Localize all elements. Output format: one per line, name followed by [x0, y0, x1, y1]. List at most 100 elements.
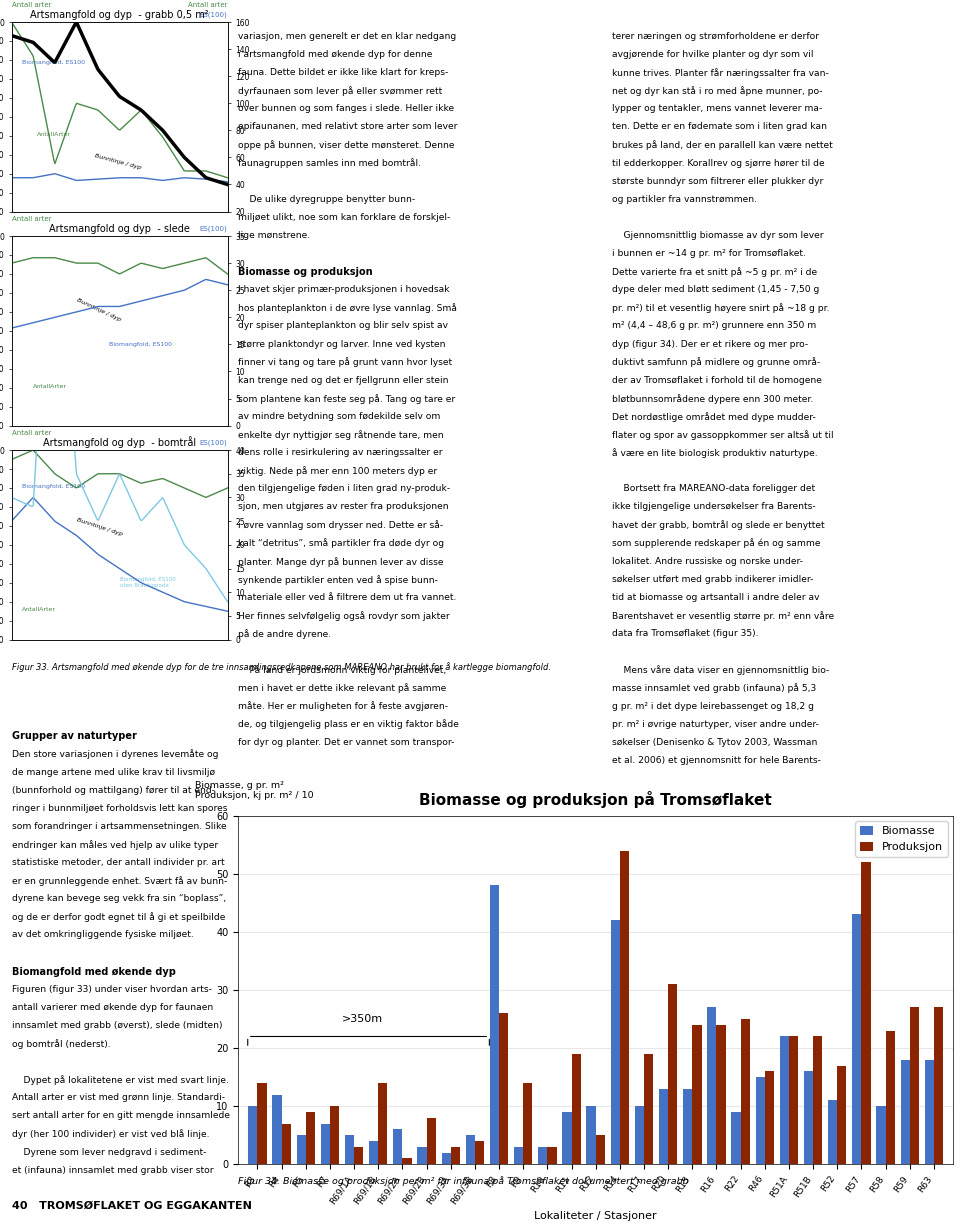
Text: kalt “detritus”, små partikler fra døde dyr og: kalt “detritus”, små partikler fra døde … — [238, 538, 444, 548]
Bar — [249, 1106, 257, 1164]
Bar — [644, 1054, 653, 1164]
Bar — [886, 1031, 895, 1164]
Text: AntallArter: AntallArter — [37, 132, 71, 137]
Bar — [499, 1013, 508, 1164]
Bar — [828, 1101, 837, 1164]
Bar — [321, 1124, 330, 1164]
Text: kunne trives. Planter får næringssalter fra van-: kunne trives. Planter får næringssalter … — [612, 68, 828, 78]
Bar — [378, 1084, 388, 1164]
Text: Figuren (figur 33) under viser hvordan arts-: Figuren (figur 33) under viser hvordan a… — [12, 985, 211, 994]
Text: i artsmangfold med økende dyp for denne: i artsmangfold med økende dyp for denne — [238, 50, 432, 59]
Text: materiale eller ved å filtrere dem ut fra vannet.: materiale eller ved å filtrere dem ut fr… — [238, 593, 456, 602]
Text: AntallArter: AntallArter — [33, 384, 67, 389]
Text: søkelser utført med grabb indikerer imidler-: søkelser utført med grabb indikerer imid… — [612, 575, 813, 583]
Text: dyrfaunaen som lever på eller svømmer rett: dyrfaunaen som lever på eller svømmer re… — [238, 86, 443, 95]
Text: over bunnen og som fanges i slede. Heller ikke: over bunnen og som fanges i slede. Helle… — [238, 104, 454, 114]
Text: Bunntinje / dyp: Bunntinje / dyp — [76, 517, 124, 537]
Text: 40   TROMSØFLAKET OG EGGAKANTEN: 40 TROMSØFLAKET OG EGGAKANTEN — [12, 1201, 252, 1211]
Text: pr. m² i øvrige naturtyper, viser andre under-: pr. m² i øvrige naturtyper, viser andre … — [612, 719, 818, 729]
Text: Antall arter er vist med grønn linje. Standardi-: Antall arter er vist med grønn linje. St… — [12, 1093, 225, 1102]
Text: som plantene kan feste seg på. Tang og tare er: som plantene kan feste seg på. Tang og t… — [238, 394, 455, 404]
Text: synkende partikler enten ved å spise bunn-: synkende partikler enten ved å spise bun… — [238, 575, 438, 585]
Bar — [297, 1135, 305, 1164]
Text: Biomasse, g pr. m²
Produksjon, kj pr. m² / 10: Biomasse, g pr. m² Produksjon, kj pr. m²… — [195, 781, 314, 800]
Text: Bortsett fra MAREANO-data foreligger det: Bortsett fra MAREANO-data foreligger det — [612, 484, 815, 493]
Bar — [813, 1037, 823, 1164]
Text: Dette varierte fra et snitt på ~5 g pr. m² i de: Dette varierte fra et snitt på ~5 g pr. … — [612, 267, 817, 276]
Bar — [281, 1124, 291, 1164]
Bar — [732, 1112, 741, 1164]
Text: pr. m²) til et vesentlig høyere snirt på ~18 g pr.: pr. m²) til et vesentlig høyere snirt på… — [612, 303, 829, 313]
Bar — [426, 1118, 436, 1164]
Text: Biomangfold, ES100: Biomangfold, ES100 — [22, 60, 85, 65]
Text: oppe på bunnen, viser dette mønsteret. Denne: oppe på bunnen, viser dette mønsteret. D… — [238, 141, 455, 150]
Text: dyp (figur 34). Der er et rikere og mer pro-: dyp (figur 34). Der er et rikere og mer … — [612, 340, 807, 349]
Text: m² (4,4 – 48,6 g pr. m²) grunnere enn 350 m: m² (4,4 – 48,6 g pr. m²) grunnere enn 35… — [612, 322, 816, 330]
Bar — [756, 1077, 765, 1164]
Text: planter. Mange dyr på bunnen lever av disse: planter. Mange dyr på bunnen lever av di… — [238, 556, 444, 566]
Bar — [345, 1135, 354, 1164]
Text: Biomangfold med økende dyp: Biomangfold med økende dyp — [12, 966, 176, 977]
Text: data fra Tromsøflaket (figur 35).: data fra Tromsøflaket (figur 35). — [612, 629, 758, 638]
Text: sjon, men utgjøres av rester fra produksjonen: sjon, men utgjøres av rester fra produks… — [238, 503, 448, 511]
Text: der av Tromsøflaket i forhold til de homogene: der av Tromsøflaket i forhold til de hom… — [612, 375, 822, 385]
Text: Mens våre data viser en gjennomsnittlig bio-: Mens våre data viser en gjennomsnittlig … — [612, 665, 828, 675]
Text: de mange artene med ulike krav til livsmiljø: de mange artene med ulike krav til livsm… — [12, 768, 215, 777]
X-axis label: Lokaliteter / Stasjoner: Lokaliteter / Stasjoner — [535, 1212, 657, 1222]
Text: største bunndyr som filtrerer eller plukker dyr: største bunndyr som filtrerer eller pluk… — [612, 176, 823, 186]
Text: g pr. m² i det dype leirebassenget og 18,2 g: g pr. m² i det dype leirebassenget og 18… — [612, 702, 813, 711]
Bar — [934, 1008, 943, 1164]
Text: Figur 34. Biomasse og produksjon per m² for infauna på Tromsøflaket dokumentert : Figur 34. Biomasse og produksjon per m² … — [238, 1177, 688, 1186]
Text: i bunnen er ~14 g pr. m² for Tromsøflaket.: i bunnen er ~14 g pr. m² for Tromsøflake… — [612, 249, 805, 258]
Text: (bunnforhold og mattilgang) fører til at end-: (bunnforhold og mattilgang) fører til at… — [12, 785, 214, 795]
Text: Antall arter: Antall arter — [12, 430, 51, 435]
Text: ES(100): ES(100) — [200, 225, 228, 232]
Text: Antall arter: Antall arter — [12, 2, 51, 7]
Bar — [635, 1106, 644, 1164]
Bar — [659, 1088, 668, 1164]
Text: og partikler fra vannstrømmen.: og partikler fra vannstrømmen. — [612, 194, 756, 204]
Text: i øvre vannlag som drysser ned. Dette er så-: i øvre vannlag som drysser ned. Dette er… — [238, 521, 444, 531]
Text: net og dyr kan stå i ro med åpne munner, po-: net og dyr kan stå i ro med åpne munner,… — [612, 86, 822, 95]
Text: viktig. Nede på mer enn 100 meters dyp er: viktig. Nede på mer enn 100 meters dyp e… — [238, 466, 438, 476]
Text: innsamlet med grabb (øverst), slede (midten): innsamlet med grabb (øverst), slede (mid… — [12, 1021, 222, 1030]
Text: Grupper av naturtyper: Grupper av naturtyper — [12, 731, 136, 741]
Text: Biomangfold, ES100: Biomangfold, ES100 — [108, 342, 172, 347]
Text: sert antall arter for en gitt mengde innsamlede: sert antall arter for en gitt mengde inn… — [12, 1112, 229, 1120]
Bar — [716, 1025, 726, 1164]
Text: epifaunanen, med relativt store arter som lever: epifaunanen, med relativt store arter so… — [238, 122, 458, 131]
Text: dyrene kan bevege seg vekk fra sin “boplass”,: dyrene kan bevege seg vekk fra sin “bopl… — [12, 894, 226, 904]
Text: faunagruppen samles inn med bomtrål.: faunagruppen samles inn med bomtrål. — [238, 159, 421, 169]
Text: og bomtrål (nederst).: og bomtrål (nederst). — [12, 1040, 110, 1049]
Text: antall varierer med økende dyp for faunaen: antall varierer med økende dyp for fauna… — [12, 1003, 213, 1011]
Text: finner vi tang og tare på grunt vann hvor lyset: finner vi tang og tare på grunt vann hvo… — [238, 357, 452, 367]
Text: ikke tilgjengelige undersøkelser fra Barents-: ikke tilgjengelige undersøkelser fra Bar… — [612, 503, 815, 511]
Text: Figur 33. Artsmangfold med økende dyp for de tre innsamlingsredkapene som MAREAN: Figur 33. Artsmangfold med økende dyp fo… — [12, 662, 550, 671]
Text: flater og spor av gassoppkommer ser altså ut til: flater og spor av gassoppkommer ser alts… — [612, 430, 833, 440]
Text: dyr spiser planteplankton og blir selv spist av: dyr spiser planteplankton og blir selv s… — [238, 322, 448, 330]
Text: Biomasse og produksjon: Biomasse og produksjon — [238, 267, 372, 278]
Title: Artsmangfold og dyp  - bomtrål: Artsmangfold og dyp - bomtrål — [43, 435, 196, 448]
Bar — [539, 1147, 547, 1164]
Text: større planktondyr og larver. Inne ved kysten: større planktondyr og larver. Inne ved k… — [238, 340, 445, 349]
Text: bløtbunnsområdene dypere enn 300 meter.: bløtbunnsområdene dypere enn 300 meter. — [612, 394, 813, 404]
Text: kan trenge ned og det er fjellgrunn eller stein: kan trenge ned og det er fjellgrunn elle… — [238, 375, 448, 385]
Bar — [765, 1071, 774, 1164]
Bar — [369, 1141, 378, 1164]
Bar — [684, 1088, 692, 1164]
Bar — [852, 915, 861, 1164]
Bar — [876, 1106, 886, 1164]
Text: Biomangfold, ES100
uten Brachiopoda: Biomangfold, ES100 uten Brachiopoda — [119, 577, 176, 587]
Text: søkelser (Denisenko & Tytov 2003, Wassman: søkelser (Denisenko & Tytov 2003, Wassma… — [612, 737, 817, 747]
Bar — [305, 1112, 315, 1164]
Text: som supplerende redskaper på én og samme: som supplerende redskaper på én og samme — [612, 538, 820, 548]
Text: havet der grabb, bomtrål og slede er benyttet: havet der grabb, bomtrål og slede er ben… — [612, 521, 824, 531]
Text: Dypet på lokalitetene er vist med svart linje.: Dypet på lokalitetene er vist med svart … — [12, 1075, 228, 1085]
Bar — [450, 1147, 460, 1164]
Bar — [571, 1054, 581, 1164]
Text: dens rolle i resirkulering av næringssalter er: dens rolle i resirkulering av næringssal… — [238, 448, 443, 457]
Text: dyr (her 100 individer) er vist ved blå linje.: dyr (her 100 individer) er vist ved blå … — [12, 1130, 209, 1140]
Title: Artsmangfold og dyp  - slede: Artsmangfold og dyp - slede — [49, 224, 190, 234]
Bar — [924, 1059, 934, 1164]
Bar — [804, 1071, 813, 1164]
